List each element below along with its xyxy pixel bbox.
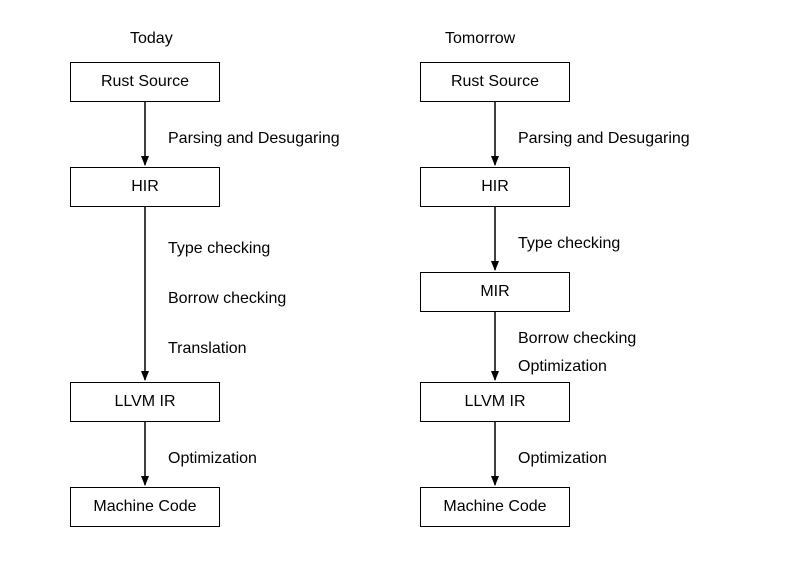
node-right-hir: HIR (420, 167, 570, 207)
node-label: Rust Source (101, 73, 189, 91)
edge-label: Type checking (518, 235, 620, 253)
node-right-mir: MIR (420, 272, 570, 312)
node-left-hir: HIR (70, 167, 220, 207)
node-label: LLVM IR (464, 393, 525, 411)
node-label: Machine Code (93, 498, 196, 516)
node-left-llvm: LLVM IR (70, 382, 220, 422)
node-right-source: Rust Source (420, 62, 570, 102)
edge-label: Optimization (518, 450, 607, 468)
flowchart-canvas: Today Tomorrow Rust Source HIR LLVM IR M… (0, 0, 804, 576)
column-header-right: Tomorrow (445, 30, 515, 48)
node-right-mc: Machine Code (420, 487, 570, 527)
edge-label: Borrow checking (168, 290, 286, 308)
edge-label: Optimization (168, 450, 257, 468)
node-label: LLVM IR (114, 393, 175, 411)
edge-label: Parsing and Desugaring (518, 130, 690, 148)
node-label: Rust Source (451, 73, 539, 91)
node-label: HIR (131, 178, 159, 196)
node-label: MIR (480, 283, 509, 301)
node-label: HIR (481, 178, 509, 196)
edge-label: Optimization (518, 358, 607, 376)
node-left-mc: Machine Code (70, 487, 220, 527)
node-right-llvm: LLVM IR (420, 382, 570, 422)
edge-label: Translation (168, 340, 247, 358)
column-header-left: Today (130, 30, 173, 48)
edge-label: Borrow checking (518, 330, 636, 348)
edge-label: Parsing and Desugaring (168, 130, 340, 148)
node-left-source: Rust Source (70, 62, 220, 102)
node-label: Machine Code (443, 498, 546, 516)
edge-label: Type checking (168, 240, 270, 258)
